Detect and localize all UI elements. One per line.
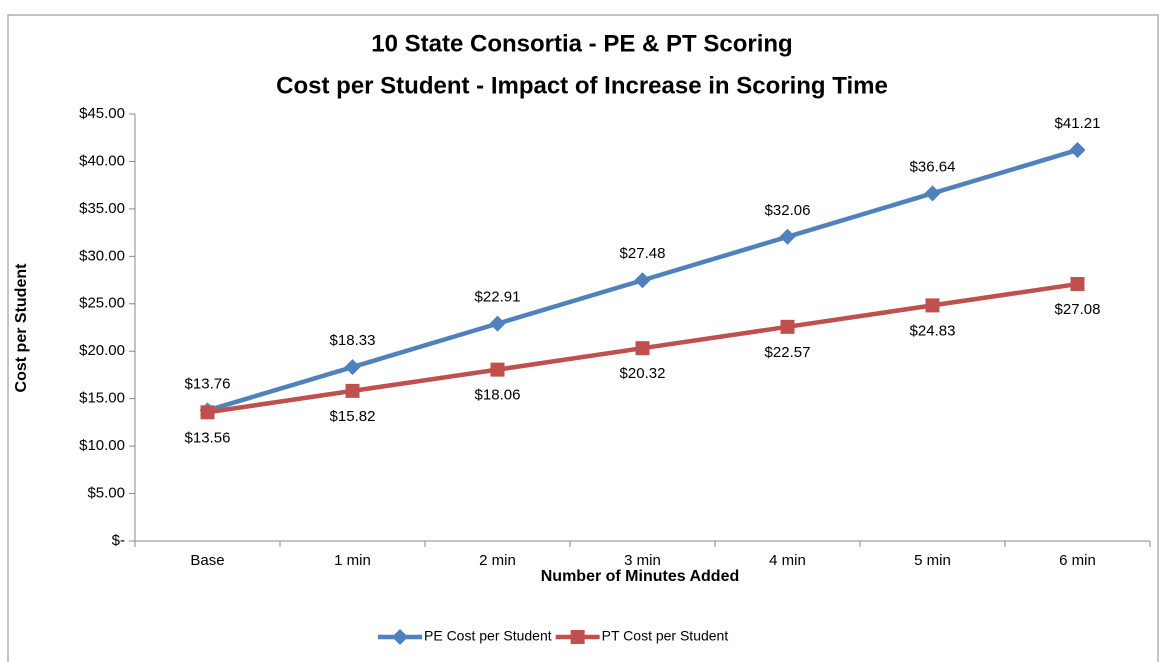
x-tick-label: Base (190, 552, 224, 569)
y-tick-label: $25.00 (79, 295, 125, 312)
data-label: $27.08 (1055, 301, 1101, 318)
data-point (924, 185, 941, 202)
y-tick-label: $30.00 (79, 247, 125, 264)
y-tick-label: $5.00 (87, 485, 125, 502)
y-tick-label: $20.00 (79, 342, 125, 359)
x-tick-label: 5 min (914, 552, 951, 569)
y-tick-label: $40.00 (79, 152, 125, 169)
legend-marker (392, 629, 408, 645)
data-label: $15.82 (330, 408, 376, 425)
x-tick-label: 2 min (479, 552, 516, 569)
data-label: $20.32 (620, 365, 666, 382)
chart-frame (7, 14, 1159, 662)
data-label: $27.48 (620, 245, 666, 262)
data-point (635, 341, 650, 356)
data-label: $18.06 (475, 387, 521, 404)
data-point (490, 362, 505, 377)
data-point (1069, 141, 1086, 158)
data-point (344, 359, 361, 376)
data-label: $13.56 (185, 429, 231, 446)
x-tick-label: 4 min (769, 552, 806, 569)
y-tick-label: $- (112, 532, 125, 549)
legend-marker (570, 630, 585, 644)
data-point (634, 272, 651, 289)
data-label: $13.76 (185, 375, 231, 392)
data-point (780, 319, 795, 334)
legend-label: PT Cost per Student (602, 628, 729, 644)
y-tick-label: $45.00 (79, 105, 125, 122)
data-label: $22.91 (475, 289, 521, 306)
y-tick-label: $15.00 (79, 390, 125, 407)
y-tick-label: $35.00 (79, 200, 125, 217)
data-point (779, 228, 796, 245)
chart-subtitle: Cost per Student - Impact of Increase in… (276, 72, 888, 99)
x-tick-label: 1 min (334, 552, 371, 569)
x-tick-label: 3 min (624, 552, 661, 569)
y-tick-label: $10.00 (79, 437, 125, 454)
x-axis-title: Number of Minutes Added (541, 568, 740, 585)
data-point (489, 315, 506, 332)
data-point (200, 405, 215, 420)
data-label: $18.33 (330, 332, 376, 349)
chart-title: 10 State Consortia - PE & PT Scoring (371, 30, 792, 57)
data-label: $41.21 (1055, 115, 1101, 132)
data-point (345, 383, 360, 398)
x-tick-label: 6 min (1059, 552, 1096, 569)
data-label: $36.64 (910, 158, 956, 175)
data-label: $24.83 (910, 322, 956, 339)
legend-label: PE Cost per Student (424, 628, 552, 644)
data-point (925, 298, 940, 313)
y-axis-title: Cost per Student (13, 263, 30, 393)
data-point (1070, 277, 1085, 292)
data-label: $22.57 (765, 344, 811, 361)
data-label: $32.06 (765, 202, 811, 219)
